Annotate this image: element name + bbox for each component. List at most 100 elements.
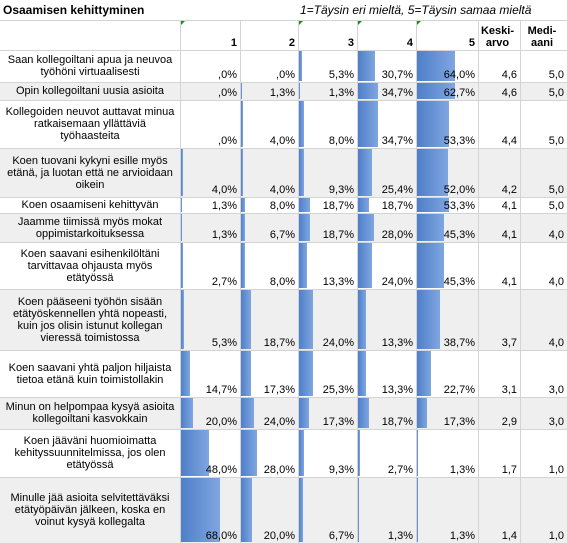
row-line <box>0 242 567 243</box>
cell: 3,0 <box>520 350 567 397</box>
column-header: Keski- arvo <box>480 25 515 49</box>
data-bar <box>358 478 359 542</box>
row-line <box>0 429 567 430</box>
cell-value: 34,7% <box>381 87 413 99</box>
cell-value: 4,1 <box>501 200 517 212</box>
cell-marker <box>181 20 186 25</box>
data-bar <box>358 214 374 241</box>
cell-value: 18,7% <box>322 200 354 212</box>
cell: 4,4 <box>478 100 520 148</box>
cell-value: 14,7% <box>205 384 237 396</box>
row-bg <box>0 100 567 148</box>
data-bar <box>417 243 445 288</box>
data-bar <box>181 478 221 542</box>
data-bar <box>417 398 428 428</box>
cell-value: 4,0 <box>548 229 564 241</box>
data-bar <box>417 351 431 396</box>
row-label: Opin kollegoiltani uusia asioita <box>16 85 164 97</box>
data-bar <box>299 430 305 476</box>
cell-value: 25,4% <box>381 184 413 196</box>
cell-value: 2,7% <box>211 276 237 288</box>
cell-value: 48,0% <box>205 464 237 476</box>
data-bar <box>358 198 369 212</box>
column-header: 3 <box>347 37 354 49</box>
row-label: Koen osaamiseni kehittyvän <box>21 199 159 211</box>
row-label: Minulle jää asioita selvitettäväksi etät… <box>10 492 170 528</box>
column-header: Medi- aani <box>527 25 557 49</box>
cell-value: 34,7% <box>381 135 413 147</box>
cell-value: 3,1 <box>501 384 517 396</box>
cell-value: 5,0 <box>548 87 564 99</box>
row-line <box>0 100 567 101</box>
cell: ,0% <box>240 50 298 82</box>
row-line <box>0 197 567 198</box>
cell: 4,0% <box>180 148 240 197</box>
data-bar <box>417 198 449 212</box>
row-line <box>0 213 567 214</box>
row-line <box>0 148 567 149</box>
data-bar <box>417 478 418 542</box>
data-bar <box>181 149 184 196</box>
cell: 2,7% <box>180 242 240 289</box>
row-bg <box>0 429 567 477</box>
row-line <box>0 289 567 290</box>
cell-value: 24,0% <box>381 276 413 288</box>
cell: 4,1 <box>478 197 520 213</box>
data-bar <box>181 290 185 349</box>
cell-value: 4,6 <box>501 69 517 81</box>
data-bar <box>417 149 449 196</box>
cell: 45,3% <box>416 213 478 242</box>
cell-value: 8,0% <box>269 276 295 288</box>
cell-value: 17,3% <box>322 416 354 428</box>
cell-value: 1,4 <box>501 530 517 542</box>
row-bg <box>0 148 567 197</box>
cell-value: 18,7% <box>381 200 413 212</box>
cell: 18,7% <box>298 213 357 242</box>
cell: ,0% <box>180 82 240 100</box>
data-bar <box>241 290 252 349</box>
cell: 17,3% <box>416 397 478 429</box>
cell-value: 9,3% <box>328 184 354 196</box>
cell: 13,3% <box>357 289 416 350</box>
cell: 1,3% <box>357 477 416 543</box>
row-label: Koen jääväni huomioimatta kehityssuunnit… <box>14 435 166 471</box>
cell: 17,3% <box>240 350 298 397</box>
data-bar <box>241 198 246 212</box>
data-bar <box>299 478 303 542</box>
cell-value: 52,0% <box>443 184 475 196</box>
cell: 18,7% <box>298 197 357 213</box>
cell: 4,6 <box>478 82 520 100</box>
cell: 1,0 <box>520 429 567 477</box>
cell: 4,6 <box>478 50 520 82</box>
cell: 22,7% <box>416 350 478 397</box>
cell-value: 18,7% <box>381 416 413 428</box>
cell-value: 4,0% <box>269 184 295 196</box>
title: Osaamisen kehittyminen <box>3 3 145 17</box>
cell-value: 24,0% <box>322 337 354 349</box>
cell-value: 6,7% <box>328 530 354 542</box>
cell: 5,0 <box>520 197 567 213</box>
data-bar <box>358 83 378 99</box>
cell: 53,3% <box>416 197 478 213</box>
cell: 1,4 <box>478 477 520 543</box>
cell-value: 53,3% <box>443 135 475 147</box>
cell-value: 1,3% <box>387 530 413 542</box>
cell-value: 1,3% <box>449 530 475 542</box>
cell: 25,3% <box>298 350 357 397</box>
row-line <box>0 397 567 398</box>
cell: ,0% <box>180 50 240 82</box>
row-bg <box>0 242 567 289</box>
cell-value: 8,0% <box>328 135 354 147</box>
column-header: 2 <box>288 37 295 49</box>
cell-marker <box>299 20 304 25</box>
cell-value: 20,0% <box>205 416 237 428</box>
cell-value: 25,3% <box>322 384 354 396</box>
row-bg <box>0 213 567 242</box>
data-bar <box>417 51 456 81</box>
cell: 14,7% <box>180 350 240 397</box>
cell-value: 62,7% <box>443 87 475 99</box>
cell-value: 2,7% <box>387 464 413 476</box>
cell-value: 4,1 <box>501 276 517 288</box>
cell: 4,2 <box>478 148 520 197</box>
row-label: Koen pääseeni työhön sisään etätyöskenne… <box>12 295 168 344</box>
